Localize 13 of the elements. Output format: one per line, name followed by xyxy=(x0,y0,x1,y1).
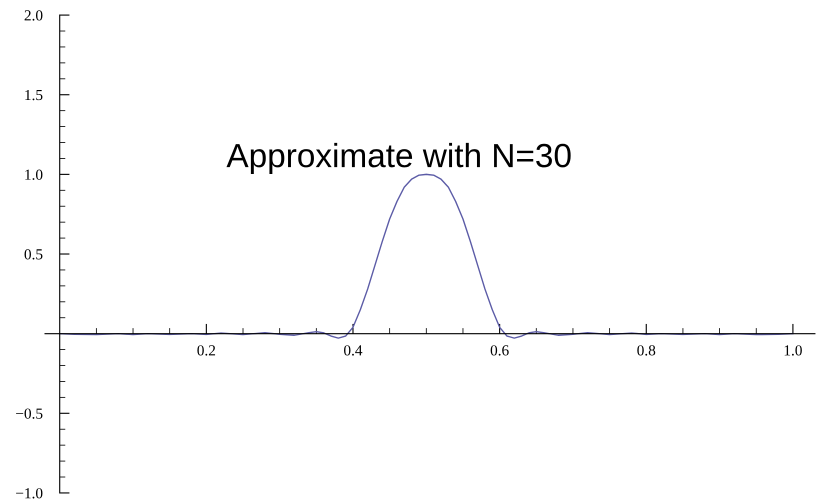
y-tick-label: 1.0 xyxy=(25,170,42,180)
line-series xyxy=(59,174,794,339)
x-tick-label: 0.4 xyxy=(344,345,362,356)
y-tick-label: −0.5 xyxy=(16,408,42,419)
y-tick-label: 0.5 xyxy=(24,249,42,260)
y-tick-label: 1.5 xyxy=(25,90,42,100)
x-tick-label: 1.0 xyxy=(784,345,802,356)
x-tick-label: 0.8 xyxy=(637,345,656,356)
x-tick-label: 0.6 xyxy=(490,345,509,356)
annotation: Approximate with N=30 xyxy=(226,142,571,174)
y-tick-label: −1.0 xyxy=(16,488,42,498)
y-tick-label: 2.0 xyxy=(24,10,42,21)
x-tick-label: 0.2 xyxy=(197,345,216,356)
